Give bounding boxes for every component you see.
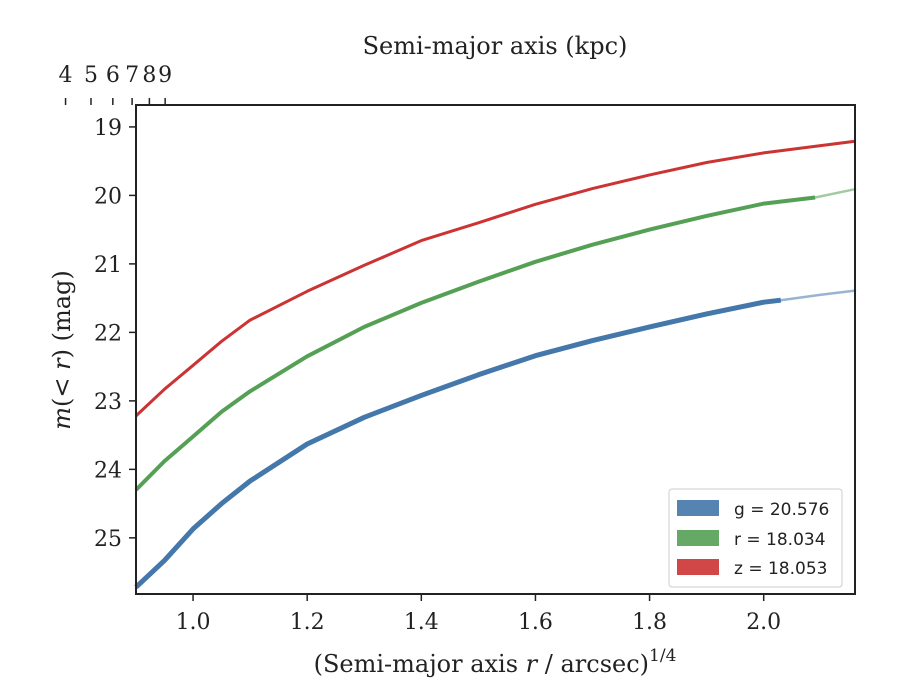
series-line bbox=[134, 139, 856, 417]
legend-swatch-g bbox=[677, 500, 719, 516]
top-x-tick-label: 5 bbox=[84, 63, 98, 88]
legend-swatch-r bbox=[677, 530, 719, 546]
x-tick-label: 1.4 bbox=[404, 610, 439, 635]
legend-swatch-z bbox=[677, 559, 719, 575]
x-axis-title: (Semi-major axis r / arcsec)1/4 bbox=[314, 646, 677, 678]
series-extension-line bbox=[813, 187, 857, 199]
x-tick-label: 1.6 bbox=[518, 610, 553, 635]
x-tick-label: 1.2 bbox=[290, 610, 325, 635]
legend-label-g: g = 20.576 bbox=[734, 500, 829, 520]
legend: g = 20.576 r = 18.034 z = 18.053 bbox=[668, 488, 843, 588]
series-line bbox=[134, 195, 816, 492]
axis-ticks: 1.0 1.2 1.4 1.6 1.8 2.0 19 20 21 22 23 24 25 4 5 6 7 8 9 bbox=[59, 63, 782, 635]
y-tick-label: 22 bbox=[94, 321, 122, 346]
x-tick-label: 1.0 bbox=[176, 610, 211, 635]
series-line bbox=[134, 297, 782, 590]
top-x-tick-label: 4 bbox=[59, 63, 73, 88]
x-tick-label: 2.0 bbox=[746, 610, 781, 635]
series-extension-line bbox=[779, 289, 857, 302]
legend-label-r: r = 18.034 bbox=[734, 530, 826, 550]
y-tick-label: 20 bbox=[94, 184, 122, 209]
y-tick-label: 24 bbox=[94, 458, 122, 483]
top-x-tick-label: 8 bbox=[142, 63, 156, 88]
top-axis-title: Semi-major axis (kpc) bbox=[363, 32, 628, 60]
y-axis-title: m(< r) (mag) bbox=[48, 270, 76, 430]
legend-label-z: z = 18.053 bbox=[734, 559, 827, 579]
top-x-tick-label: 7 bbox=[125, 63, 139, 88]
plot-area bbox=[134, 139, 857, 590]
top-x-tick-label: 9 bbox=[158, 63, 172, 88]
x-tick-label: 1.8 bbox=[632, 610, 667, 635]
y-tick-label: 21 bbox=[94, 253, 122, 278]
y-tick-label: 25 bbox=[94, 527, 122, 552]
y-tick-label: 23 bbox=[94, 390, 122, 415]
top-x-tick-label: 6 bbox=[106, 63, 120, 88]
y-tick-label: 19 bbox=[94, 116, 122, 141]
plot-frame bbox=[135, 104, 856, 595]
